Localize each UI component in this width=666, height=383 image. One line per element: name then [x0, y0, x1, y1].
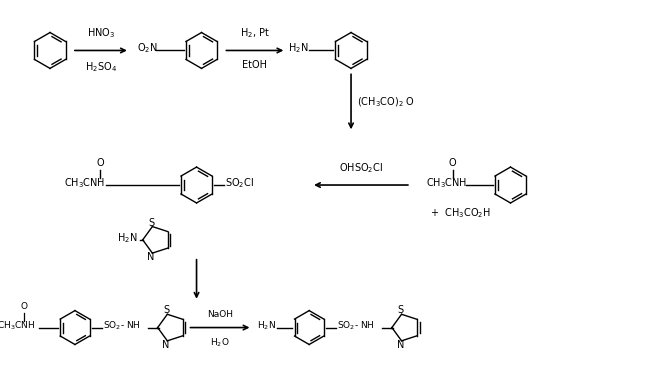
Text: S: S	[163, 306, 169, 316]
Text: O: O	[449, 158, 456, 168]
Text: O$_2$N: O$_2$N	[137, 42, 158, 56]
Text: O: O	[96, 158, 104, 168]
Text: H$_2$SO$_4$: H$_2$SO$_4$	[85, 61, 117, 74]
Text: CH$_3$CNH: CH$_3$CNH	[426, 176, 467, 190]
Text: HNO$_3$: HNO$_3$	[87, 27, 115, 41]
Text: N: N	[163, 340, 170, 350]
Text: +  CH$_3$CO$_2$H: + CH$_3$CO$_2$H	[430, 206, 491, 220]
Text: O: O	[21, 301, 27, 311]
Text: S: S	[397, 306, 404, 316]
Text: H$_2$N: H$_2$N	[288, 42, 309, 56]
Text: H$_2$O: H$_2$O	[210, 337, 230, 349]
Text: NaOH: NaOH	[207, 309, 233, 319]
Text: EtOH: EtOH	[242, 61, 267, 70]
Text: N: N	[147, 252, 155, 262]
Text: H$_2$N: H$_2$N	[117, 231, 138, 245]
Text: SO$_2$Cl: SO$_2$Cl	[226, 176, 254, 190]
Text: S: S	[148, 218, 155, 228]
Text: CH$_3$CNH: CH$_3$CNH	[64, 176, 105, 190]
Text: OHSO$_2$Cl: OHSO$_2$Cl	[339, 161, 383, 175]
Text: SO$_2$- NH: SO$_2$- NH	[103, 319, 141, 332]
Text: H$_2$, Pt: H$_2$, Pt	[240, 27, 270, 41]
Text: (CH$_3$CO)$_2$ O: (CH$_3$CO)$_2$ O	[357, 95, 415, 109]
Text: H$_2$N: H$_2$N	[257, 319, 276, 332]
Text: CH$_3$CNH: CH$_3$CNH	[0, 319, 35, 332]
Text: N: N	[397, 340, 404, 350]
Text: SO$_2$- NH: SO$_2$- NH	[337, 319, 374, 332]
